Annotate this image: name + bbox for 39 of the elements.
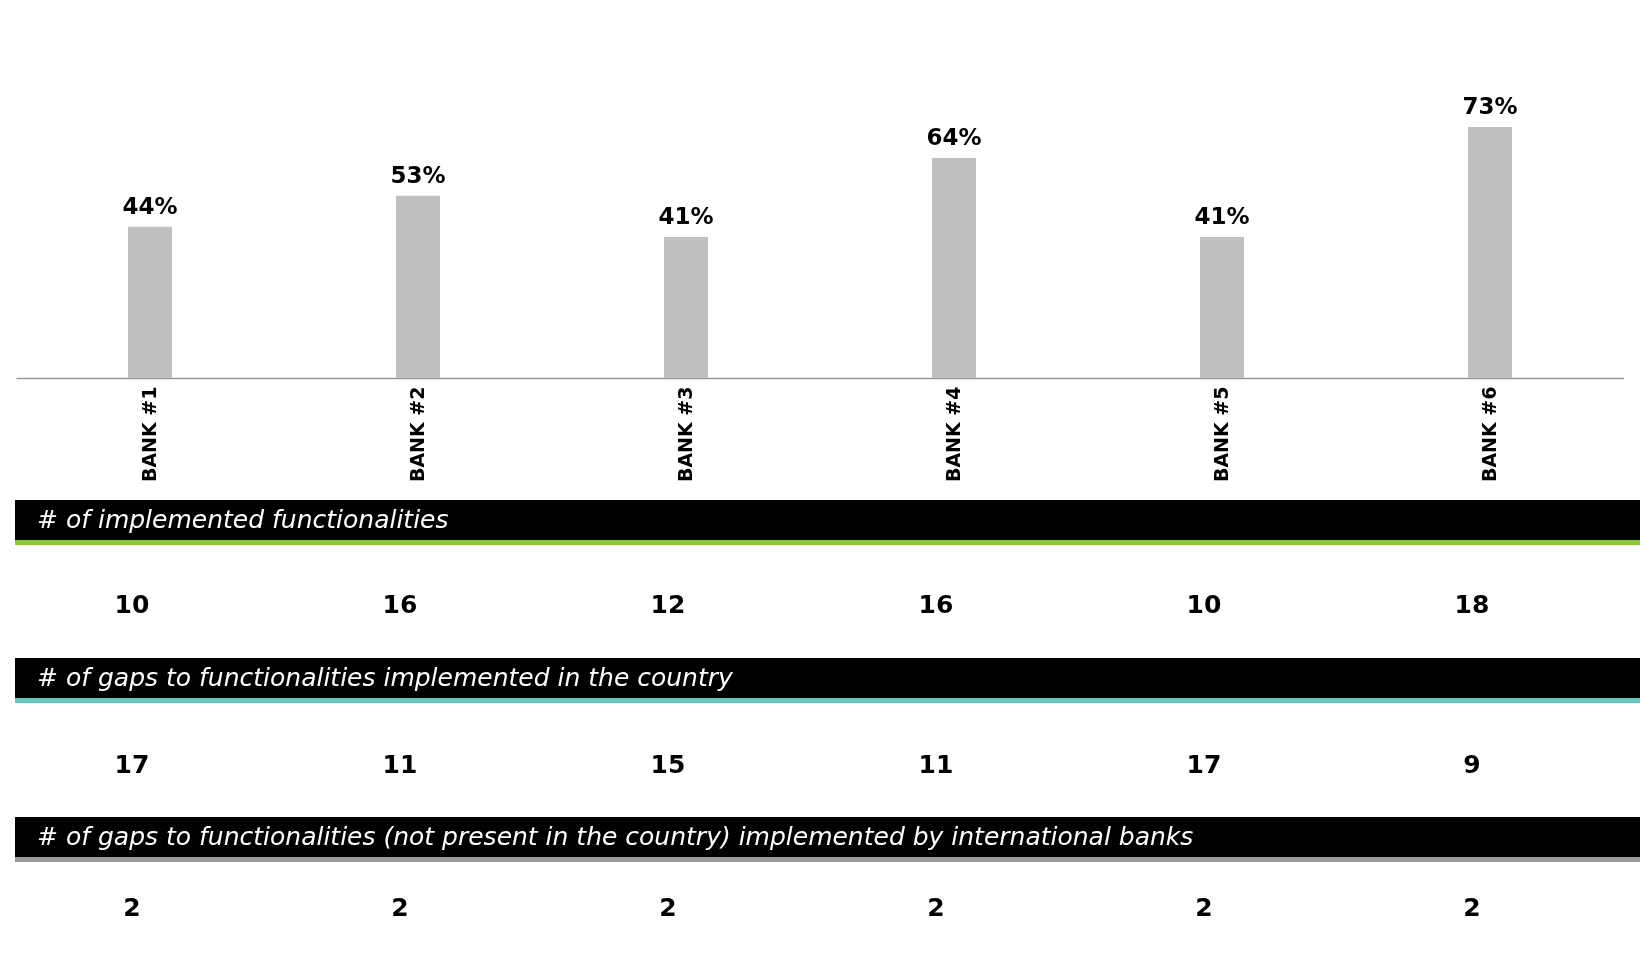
- data-label: 16: [382, 590, 418, 619]
- data-label: 2: [1195, 893, 1213, 922]
- data-label: 64%: [926, 123, 982, 150]
- bar: [1468, 127, 1512, 378]
- text: # of gaps to functionalities implemented in the country: [15, 658, 1640, 703]
- x-tick-label: BANK #1: [138, 386, 160, 483]
- bar: [932, 157, 976, 378]
- data-label: 2: [1463, 893, 1481, 922]
- bar: [128, 226, 172, 378]
- data-label: 11: [918, 750, 954, 779]
- bar: [1200, 237, 1244, 378]
- data-label: 2: [659, 893, 677, 922]
- x-tick-label: BANK #4: [942, 386, 964, 483]
- data-label: 15: [650, 750, 686, 779]
- x-tick-label: BANK #2: [406, 386, 428, 483]
- data-label: 41%: [1194, 203, 1250, 230]
- bar: [396, 195, 440, 378]
- data-label: 53%: [390, 161, 446, 188]
- data-label: 2: [927, 893, 945, 922]
- data-label: 10: [1186, 590, 1222, 619]
- data-label: 17: [114, 750, 150, 779]
- data-label: 9: [1463, 750, 1481, 779]
- data-label: 11: [382, 750, 418, 779]
- data-label: 12: [650, 590, 686, 619]
- text: # of gaps to functionalities (not present in the country) implemented by international banks: [15, 817, 1640, 862]
- x-tick-label: BANK #6: [1478, 386, 1500, 483]
- data-label: 16: [918, 590, 954, 619]
- data-label: 73%: [1462, 93, 1518, 119]
- data-label: 2: [123, 893, 141, 922]
- data-label: 10: [114, 590, 150, 619]
- data-label: 2: [391, 893, 409, 922]
- data-label: 17: [1186, 750, 1222, 779]
- x-tick-label: BANK #3: [674, 386, 696, 483]
- data-label: 18: [1454, 590, 1490, 619]
- text: # of implemented functionalities: [15, 500, 1640, 545]
- data-label: 44%: [122, 192, 178, 219]
- data-label: 41%: [658, 203, 714, 230]
- x-tick-label: BANK #5: [1210, 386, 1232, 483]
- bar: [664, 237, 708, 378]
